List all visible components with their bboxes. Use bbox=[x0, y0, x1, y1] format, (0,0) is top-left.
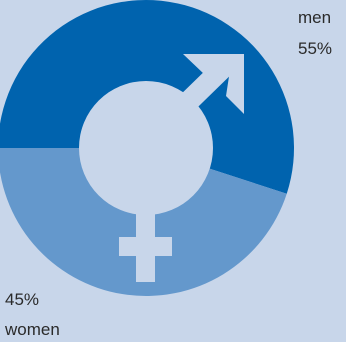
label-women-value: 45% bbox=[5, 290, 39, 309]
donut-hole bbox=[79, 81, 213, 215]
label-men-name: men bbox=[298, 8, 331, 27]
male-female-symbol-icon bbox=[79, 54, 244, 282]
label-men-value: 55% bbox=[298, 39, 332, 58]
label-women-name: women bbox=[4, 320, 60, 339]
